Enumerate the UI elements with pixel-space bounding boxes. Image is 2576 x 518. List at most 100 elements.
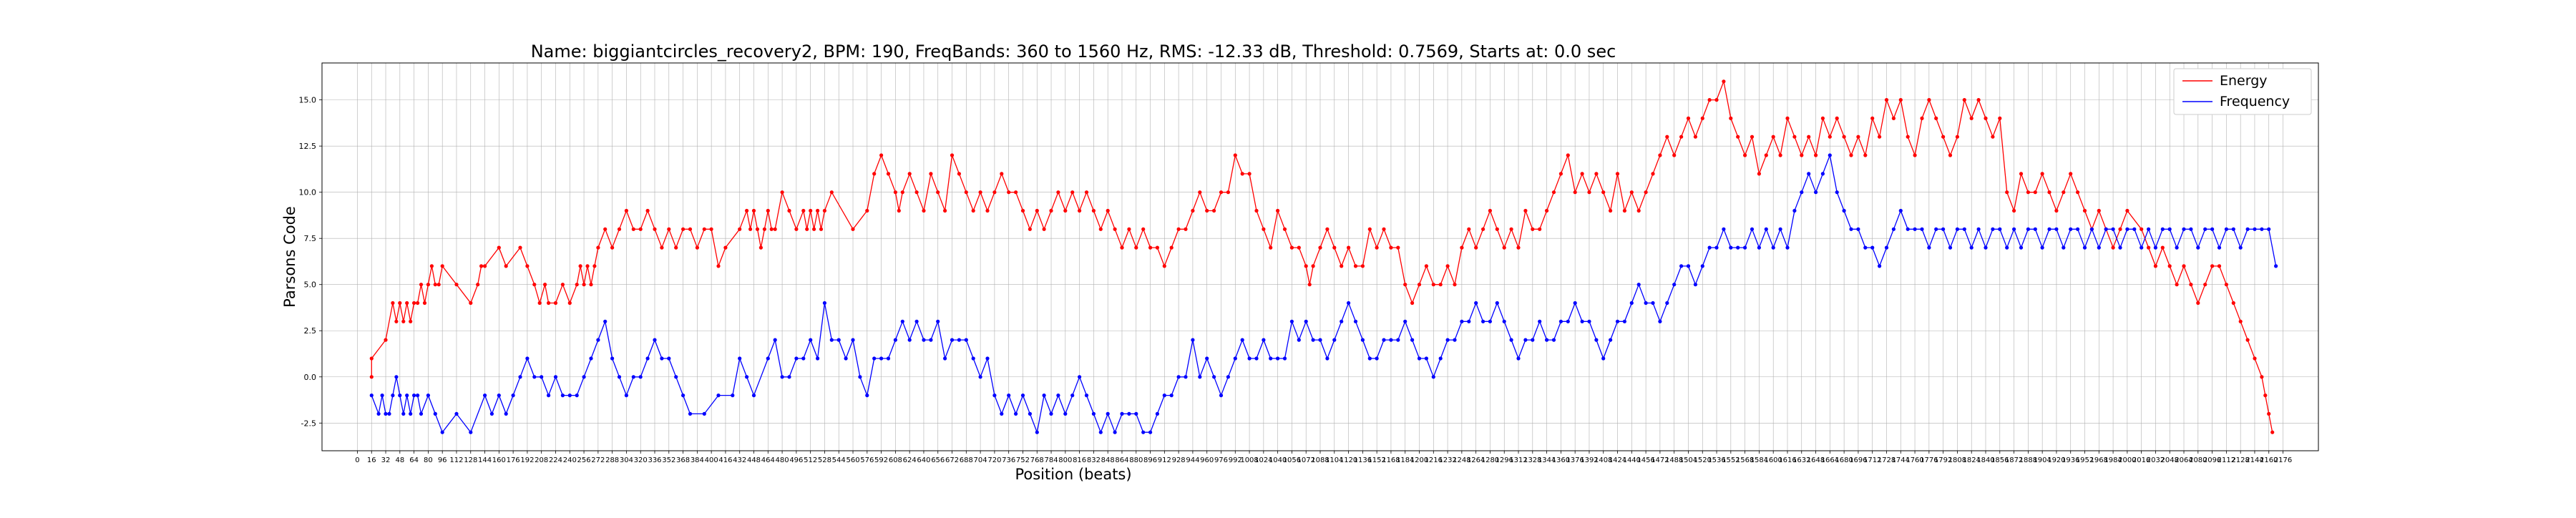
data-point-energy [893, 190, 897, 195]
data-point-frequency [1863, 245, 1868, 250]
data-point-energy [985, 208, 990, 213]
data-point-frequency [943, 356, 947, 361]
data-point-frequency [1347, 300, 1351, 306]
data-point-frequency [1955, 227, 1959, 231]
data-point-frequency [1722, 227, 1726, 231]
data-point-frequency [1828, 153, 1832, 157]
data-point-energy [1141, 227, 1146, 231]
data-point-frequency [2253, 227, 2257, 231]
data-point-energy [1962, 98, 1966, 102]
data-point-frequency [674, 375, 678, 379]
data-point-frequency [1000, 411, 1004, 416]
x-tick-label: 432 [733, 456, 746, 464]
data-point-energy [426, 283, 431, 287]
x-tick-label: 1488 [1665, 456, 1683, 464]
data-point-energy [518, 245, 522, 250]
data-point-frequency [553, 375, 558, 379]
x-tick-label: 1696 [1849, 456, 1867, 464]
data-point-energy [575, 283, 579, 287]
data-point-energy [1028, 227, 1032, 231]
legend-box [2173, 68, 2312, 115]
data-point-energy [483, 264, 487, 268]
data-point-frequency [1757, 245, 1761, 250]
x-tick-label: 1840 [1976, 456, 1994, 464]
x-tick-label: 2048 [2161, 456, 2179, 464]
data-point-frequency [1445, 338, 1450, 342]
data-point-frequency [1106, 411, 1110, 416]
data-point-energy [1127, 227, 1131, 231]
x-tick-label: 224 [549, 456, 562, 464]
data-point-energy [1120, 245, 1124, 250]
data-point-energy [1438, 283, 1443, 287]
data-point-energy [1375, 245, 1379, 250]
data-point-energy [416, 300, 420, 306]
data-point-energy [419, 283, 424, 287]
data-point-energy [1913, 153, 1917, 157]
data-point-frequency [1332, 338, 1337, 342]
data-point-energy [2125, 208, 2129, 213]
data-point-frequency [1878, 264, 1882, 268]
data-point-energy [1113, 227, 1117, 231]
data-point-frequency [1920, 227, 1924, 231]
x-tick-label: 1280 [1481, 456, 1499, 464]
data-point-energy [1467, 227, 1471, 231]
data-point-energy [1636, 208, 1641, 213]
data-point-energy [1460, 245, 1464, 250]
data-point-frequency [1091, 411, 1096, 416]
data-point-frequency [2076, 227, 2080, 231]
x-tick-label: 2080 [2189, 456, 2207, 464]
data-point-energy [1453, 283, 1457, 287]
data-point-energy [2069, 172, 2073, 176]
data-point-frequency [1856, 227, 1860, 231]
data-point-energy [748, 227, 753, 231]
data-point-energy [2245, 338, 2250, 342]
data-point-energy [674, 245, 678, 250]
data-point-frequency [1686, 264, 1691, 268]
data-point-frequency [1778, 227, 1782, 231]
data-point-frequency [2005, 245, 2009, 250]
data-point-frequency [667, 356, 671, 361]
data-point-energy [1410, 300, 1415, 306]
data-point-energy [943, 208, 947, 213]
x-tick-label: 1472 [1651, 456, 1669, 464]
data-point-energy [1665, 135, 1669, 139]
data-point-energy [1969, 116, 1974, 120]
data-point-frequency [380, 394, 384, 398]
data-point-energy [1091, 208, 1096, 213]
y-tick-label: 5.0 [304, 280, 317, 290]
data-point-energy [1098, 227, 1103, 231]
data-point-energy [1870, 116, 1875, 120]
data-point-frequency [1254, 356, 1259, 361]
data-point-energy [709, 227, 713, 231]
data-point-frequency [900, 319, 904, 323]
x-tick-label: 1680 [1835, 456, 1853, 464]
x-tick-label: 1808 [1948, 456, 1966, 464]
data-point-frequency [1212, 375, 1216, 379]
data-point-frequency [801, 356, 806, 361]
data-point-energy [787, 208, 791, 213]
data-point-frequency [2104, 227, 2108, 231]
data-point-energy [1601, 190, 1606, 195]
data-point-energy [1707, 98, 1712, 102]
x-tick-label: 240 [563, 456, 577, 464]
data-point-energy [547, 300, 551, 306]
data-point-frequency [1396, 338, 1400, 342]
data-point-frequency [1551, 338, 1556, 342]
data-point-energy [1219, 190, 1224, 195]
data-point-frequency [886, 356, 891, 361]
data-point-frequency [2140, 245, 2144, 250]
x-tick-label: 2160 [2260, 456, 2278, 464]
data-point-energy [702, 227, 706, 231]
data-point-frequency [401, 411, 406, 416]
data-point-energy [1878, 135, 1882, 139]
data-point-frequency [851, 338, 855, 342]
data-point-energy [978, 190, 982, 195]
data-point-energy [1927, 98, 1931, 102]
data-point-energy [1502, 245, 1506, 250]
data-point-energy [1233, 153, 1237, 157]
data-point-frequency [1941, 227, 1946, 231]
data-point-frequency [2196, 245, 2200, 250]
data-point-frequency [1729, 245, 1733, 250]
data-point-energy [2097, 208, 2101, 213]
